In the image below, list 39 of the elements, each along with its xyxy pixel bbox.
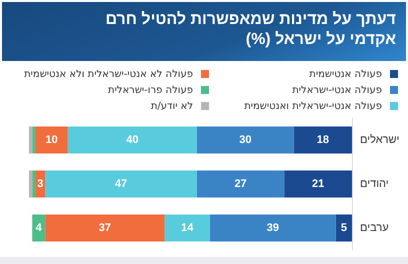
bar [29,170,32,198]
legend-label: פעולה אנטישמית [309,68,382,80]
data-label: 39 [266,222,279,234]
bar [45,214,165,242]
bar [29,126,32,154]
bar [196,170,284,198]
bar [196,126,294,154]
y-tick-label: ערבים [360,222,389,234]
bar [68,126,197,154]
bar [164,214,210,242]
data-label: 47 [114,178,128,190]
bar [32,170,36,198]
legend-label: לא יודע/ת [150,100,193,112]
y-tick-label: ישראלים [360,134,400,146]
bar [32,214,46,242]
bar [336,214,352,242]
legend-label: פעולה אנטי-ישראלית [292,84,382,96]
bar [294,126,352,154]
data-label: 10 [45,134,58,146]
legend-label: פעולה אנטי-ישראלית ואנטישמית [244,100,382,112]
bar [45,170,197,198]
data-label: 18 [316,134,330,146]
data-label: 30 [239,134,252,146]
data-label: 5 [340,222,347,234]
data-label: 14 [181,222,194,234]
bar [32,126,36,154]
chart-title: דעתך על מדינות שמאפשרות להטיל חרם אקדמי על ישראל (%) [104,10,396,50]
data-label: 27 [234,178,247,190]
legend-label: פעולה לא אנטי-ישראלית ולא אנטישמית [24,68,193,80]
data-label: 40 [126,134,138,146]
data-label: 37 [98,222,112,234]
data-label: 4 [36,222,43,234]
data-label: 21 [312,178,324,190]
legend-label: פעולה פרו-ישראלית [108,84,193,96]
data-label: 3 [37,178,44,190]
bar [210,214,336,242]
bar [35,126,68,154]
y-tick-label: יהודים [360,178,389,190]
bar [284,170,352,198]
